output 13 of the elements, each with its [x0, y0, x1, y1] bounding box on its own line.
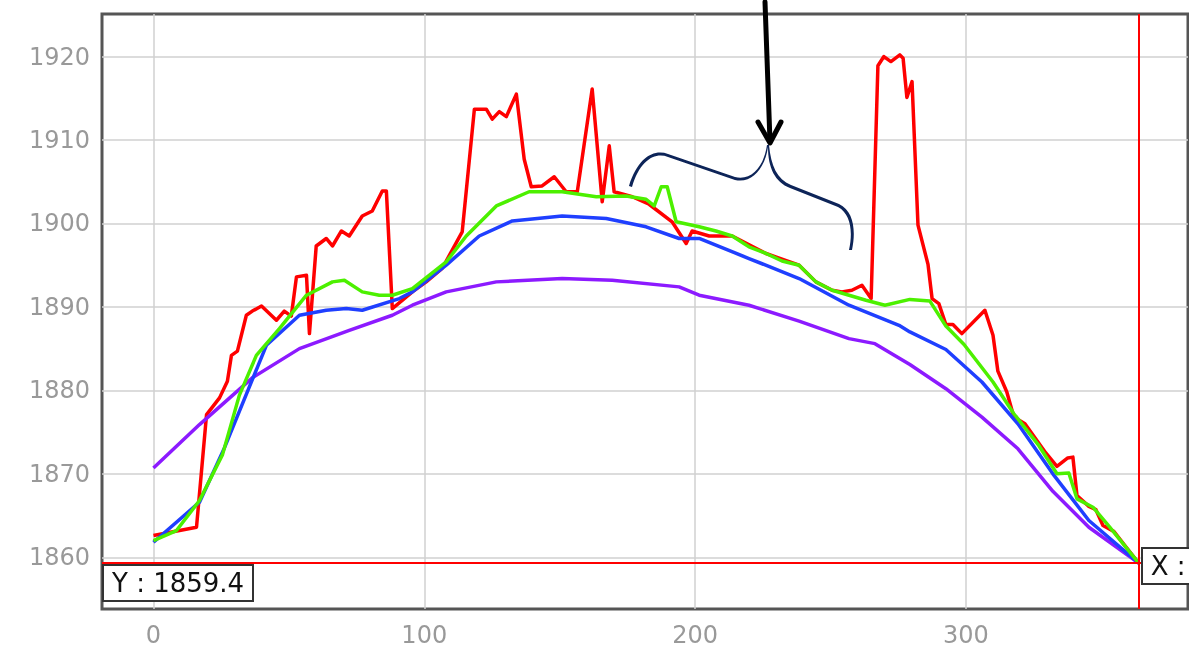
x-tick-label: 0 — [145, 621, 162, 647]
y-tick-label: 1900 — [28, 209, 90, 238]
y-tick-label: 1910 — [28, 126, 90, 155]
y-tick-label: 1870 — [28, 459, 90, 488]
y-tick-label: 1860 — [28, 543, 90, 572]
x-tick-label: 200 — [672, 621, 719, 647]
ref-line-label: Y : 1859.4 — [102, 564, 255, 603]
ref-line-label: X : — [1140, 547, 1189, 585]
y-tick-label: 1920 — [28, 42, 90, 71]
x-tick-label: 300 — [943, 621, 989, 647]
y-tick-label: 1890 — [28, 292, 90, 321]
y-tick-label: 1880 — [28, 376, 90, 405]
x-tick-label: 100 — [401, 621, 448, 647]
